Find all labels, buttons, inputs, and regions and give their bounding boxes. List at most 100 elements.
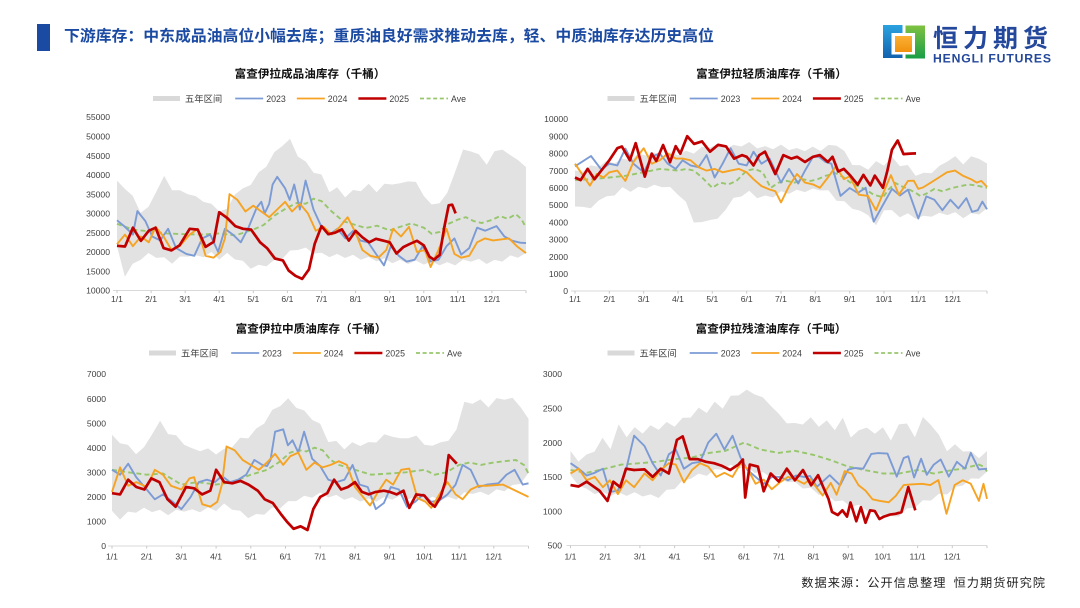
svg-text:10/1: 10/1: [875, 552, 892, 562]
svg-text:8/1: 8/1: [808, 552, 820, 562]
svg-text:2023: 2023: [721, 348, 741, 358]
svg-text:2023: 2023: [266, 94, 286, 104]
svg-text:2/1: 2/1: [141, 552, 153, 562]
svg-text:2/1: 2/1: [145, 294, 157, 304]
svg-text:4/1: 4/1: [210, 552, 222, 562]
svg-text:55000: 55000: [86, 112, 110, 122]
svg-text:4000: 4000: [549, 217, 568, 227]
svg-text:45000: 45000: [86, 151, 110, 161]
svg-text:11/1: 11/1: [450, 294, 466, 304]
svg-text:7/1: 7/1: [314, 552, 326, 562]
svg-text:6000: 6000: [87, 394, 106, 404]
svg-text:50000: 50000: [86, 132, 110, 142]
svg-text:7/1: 7/1: [773, 552, 785, 562]
svg-text:0: 0: [563, 286, 568, 296]
svg-text:3000: 3000: [87, 468, 106, 478]
svg-text:500: 500: [548, 541, 563, 551]
svg-text:1/1: 1/1: [565, 552, 577, 562]
svg-text:8/1: 8/1: [350, 294, 362, 304]
svg-text:5/1: 5/1: [247, 294, 259, 304]
svg-text:10/1: 10/1: [416, 552, 433, 562]
svg-text:1500: 1500: [543, 472, 562, 482]
svg-text:35000: 35000: [86, 189, 110, 199]
svg-text:1000: 1000: [543, 506, 562, 516]
svg-text:10000: 10000: [544, 114, 568, 124]
svg-text:2000: 2000: [549, 252, 568, 262]
svg-text:0: 0: [101, 541, 106, 551]
svg-text:12/1: 12/1: [485, 552, 502, 562]
svg-text:2000: 2000: [543, 438, 562, 448]
svg-text:9/1: 9/1: [844, 294, 856, 304]
svg-text:2023: 2023: [721, 94, 741, 104]
svg-text:1/1: 1/1: [111, 294, 123, 304]
svg-text:2/1: 2/1: [599, 552, 611, 562]
svg-text:6000: 6000: [549, 183, 568, 193]
svg-text:11/1: 11/1: [910, 294, 926, 304]
svg-text:2024: 2024: [324, 348, 344, 358]
svg-text:9/1: 9/1: [384, 552, 396, 562]
svg-text:4000: 4000: [87, 443, 106, 453]
svg-text:2024: 2024: [782, 348, 802, 358]
svg-text:10000: 10000: [86, 286, 110, 296]
svg-text:7/1: 7/1: [775, 294, 787, 304]
svg-text:Ave: Ave: [906, 348, 921, 358]
svg-text:5/1: 5/1: [703, 552, 715, 562]
svg-text:12/1: 12/1: [944, 294, 961, 304]
svg-text:7000: 7000: [549, 166, 568, 176]
svg-text:1/1: 1/1: [106, 552, 118, 562]
svg-text:6/1: 6/1: [281, 294, 293, 304]
svg-text:20000: 20000: [86, 247, 110, 257]
svg-text:8/1: 8/1: [809, 294, 821, 304]
svg-text:2025: 2025: [385, 348, 405, 358]
svg-text:12/1: 12/1: [944, 552, 961, 562]
svg-text:3/1: 3/1: [175, 552, 187, 562]
svg-text:2023: 2023: [262, 348, 282, 358]
svg-text:40000: 40000: [86, 170, 110, 180]
svg-text:8/1: 8/1: [349, 552, 361, 562]
svg-text:4/1: 4/1: [669, 552, 681, 562]
svg-text:2025: 2025: [844, 94, 864, 104]
svg-text:5000: 5000: [87, 418, 106, 428]
svg-text:9/1: 9/1: [384, 294, 396, 304]
svg-text:3/1: 3/1: [179, 294, 191, 304]
svg-text:7/1: 7/1: [316, 294, 328, 304]
svg-text:2025: 2025: [389, 94, 409, 104]
svg-text:3000: 3000: [549, 235, 568, 245]
svg-text:Ave: Ave: [906, 94, 921, 104]
svg-text:11/1: 11/1: [910, 552, 926, 562]
svg-text:9000: 9000: [549, 131, 568, 141]
svg-text:3/1: 3/1: [634, 552, 646, 562]
svg-text:HENGLI FUTURES: HENGLI FUTURES: [933, 52, 1052, 66]
svg-text:10/1: 10/1: [415, 294, 432, 304]
svg-text:7000: 7000: [87, 369, 106, 379]
svg-text:10/1: 10/1: [876, 294, 893, 304]
svg-text:8000: 8000: [549, 149, 568, 159]
svg-text:2500: 2500: [543, 404, 562, 414]
svg-text:2025: 2025: [844, 348, 864, 358]
svg-text:3/1: 3/1: [638, 294, 650, 304]
svg-text:30000: 30000: [86, 209, 110, 219]
svg-text:6/1: 6/1: [738, 552, 750, 562]
svg-text:12/1: 12/1: [484, 294, 501, 304]
svg-text:2000: 2000: [87, 492, 106, 502]
svg-text:Ave: Ave: [447, 348, 462, 358]
svg-text:3000: 3000: [543, 369, 562, 379]
svg-text:5/1: 5/1: [706, 294, 718, 304]
svg-text:11/1: 11/1: [451, 552, 467, 562]
svg-text:5/1: 5/1: [245, 552, 257, 562]
svg-text:25000: 25000: [86, 228, 110, 238]
svg-text:15000: 15000: [86, 266, 110, 276]
svg-text:6/1: 6/1: [280, 552, 292, 562]
svg-text:2/1: 2/1: [603, 294, 615, 304]
svg-text:Ave: Ave: [451, 94, 466, 104]
svg-text:1/1: 1/1: [569, 294, 581, 304]
svg-text:5000: 5000: [549, 200, 568, 210]
svg-text:2024: 2024: [328, 94, 348, 104]
svg-text:4/1: 4/1: [672, 294, 684, 304]
svg-text:6/1: 6/1: [741, 294, 753, 304]
svg-text:1000: 1000: [87, 517, 106, 527]
svg-text:4/1: 4/1: [213, 294, 225, 304]
svg-text:2024: 2024: [782, 94, 802, 104]
svg-text:9/1: 9/1: [842, 552, 854, 562]
svg-text:1000: 1000: [549, 269, 568, 279]
